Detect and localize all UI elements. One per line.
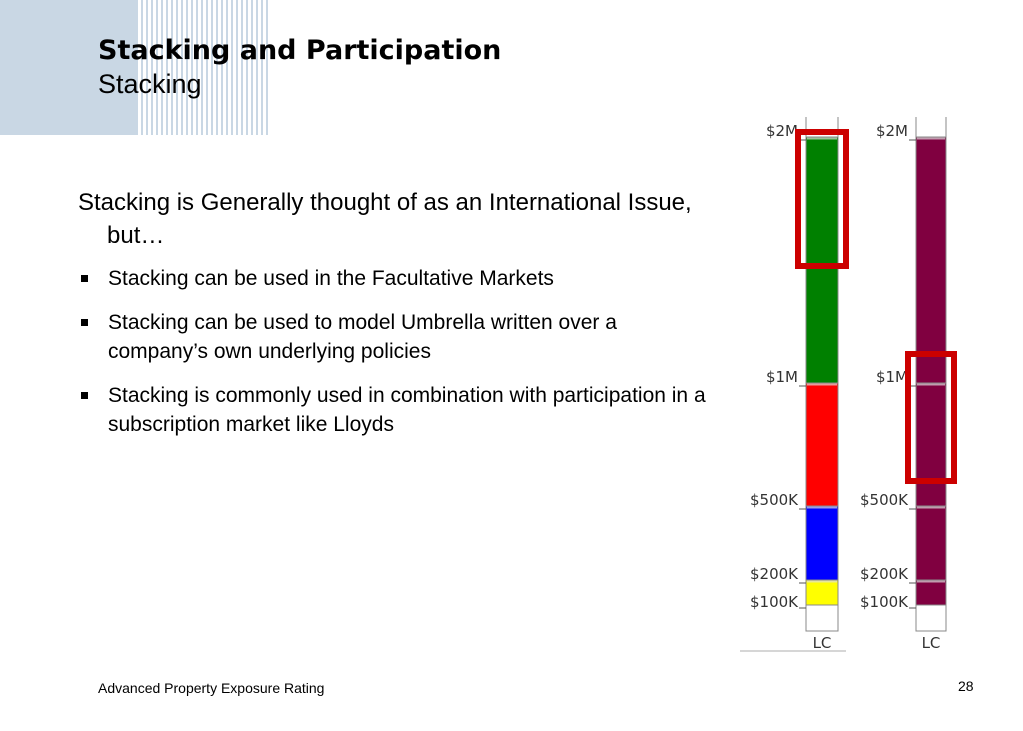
square-bullet-icon [81,319,88,326]
square-bullet-icon [81,275,88,282]
bullet-list: Stacking can be used in the Facultative … [78,264,718,439]
header-decor-block [0,0,136,135]
tick-label: $500K [860,491,909,509]
bullet-text: Stacking is commonly used in combination… [108,384,706,436]
layer-segment [805,604,839,632]
tick-label: $1M [876,368,908,386]
stack-bottom-label: LC [813,634,832,652]
stack-bottom-label: LC [922,634,941,652]
layer-segment [805,136,839,384]
header-decor-stripes [136,0,270,135]
tick-label: $100K [860,593,909,611]
layer-segment [915,136,947,384]
bullet-text: Stacking can be used to model Umbrella w… [108,311,617,363]
bullet-text: Stacking can be used in the Facultative … [108,267,554,290]
tick-label: $200K [750,565,799,583]
page-number: 28 [958,678,974,694]
layer-stack-svg: $2M $1M $500K $200K $100K LC $2M $1M $500K $200K $… [740,117,957,652]
layer-segment [805,505,839,581]
slide-body: Stacking is Generally thought of as an I… [78,186,718,454]
title-block: Stacking and Participation Stacking [98,34,501,100]
slide-subtitle: Stacking [98,69,202,99]
layer-segment [805,382,839,507]
bullet-item: Stacking is commonly used in combination… [78,381,718,439]
layer-segment [805,579,839,606]
tick-label: $2M [766,122,798,140]
highlight-box [795,129,849,269]
tick-label: $500K [750,491,799,509]
intro-text: Stacking is Generally thought of as an I… [78,189,692,249]
layer-segment [915,382,947,507]
tick-label: $2M [876,122,908,140]
footer-text: Advanced Property Exposure Rating [98,680,325,696]
highlight-box [905,351,957,484]
slide-title: Stacking and Participation [98,35,502,66]
layer-segment [915,505,947,581]
bullet-item: Stacking can be used in the Facultative … [78,264,718,293]
layer-stack-chart: $2M $1M $500K $200K $100K LC $2M $1M $500K $200K $… [736,112,966,657]
layer-segment [915,579,947,606]
layer-segment [915,604,947,632]
tick-label: $1M [766,368,798,386]
tick-label: $100K [750,593,799,611]
bullet-item: Stacking can be used to model Umbrella w… [78,308,718,366]
tick-label: $200K [860,565,909,583]
square-bullet-icon [81,392,88,399]
